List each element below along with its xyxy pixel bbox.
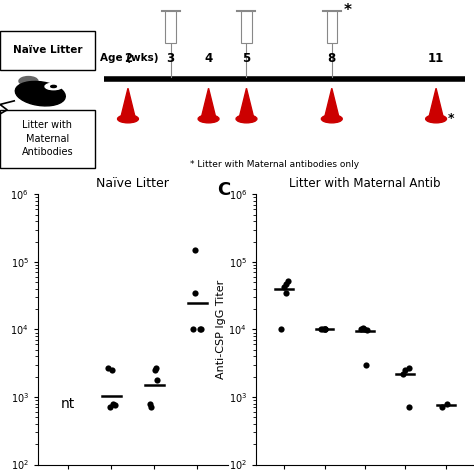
Point (443, 400, 450, 407)
Polygon shape (239, 88, 254, 117)
Point (111, 401, 119, 409)
Point (198, 325, 205, 333)
Text: 4: 4 (204, 52, 213, 65)
Point (321, 326, 328, 333)
Text: Litter with
Maternal
Antibodies: Litter with Maternal Antibodies (22, 120, 73, 157)
Text: *: * (448, 112, 455, 126)
FancyBboxPatch shape (0, 110, 95, 167)
Point (104, 364, 112, 372)
Point (108, 366, 116, 374)
Point (359, 324, 367, 332)
Circle shape (198, 115, 219, 123)
Text: 3: 3 (166, 52, 175, 65)
Point (191, 289, 199, 296)
Text: Naïve Litter: Naïve Litter (13, 46, 82, 55)
Point (401, 366, 409, 374)
Title: Naïve Litter: Naïve Litter (96, 177, 169, 191)
Point (191, 246, 199, 254)
Text: *: * (344, 3, 352, 18)
Circle shape (321, 115, 342, 123)
Point (360, 325, 368, 333)
Polygon shape (201, 88, 216, 117)
Point (321, 325, 328, 332)
Polygon shape (121, 88, 135, 117)
Point (363, 361, 370, 369)
Title: Litter with Maternal Antib: Litter with Maternal Antib (289, 177, 441, 191)
Point (146, 400, 154, 407)
Point (190, 326, 197, 333)
Polygon shape (325, 88, 339, 117)
Point (438, 404, 446, 411)
Y-axis label: Anti-CSP IgG Titer: Anti-CSP IgG Titer (216, 280, 226, 379)
Point (318, 325, 325, 333)
Text: * Litter with Maternal antibodies only: * Litter with Maternal antibodies only (190, 160, 359, 169)
Point (152, 364, 160, 372)
FancyBboxPatch shape (165, 11, 176, 43)
Point (405, 404, 412, 411)
Point (364, 326, 371, 334)
Point (283, 289, 290, 296)
FancyBboxPatch shape (0, 31, 95, 70)
Text: nt: nt (61, 397, 75, 410)
Circle shape (236, 115, 257, 123)
Polygon shape (429, 88, 443, 117)
Text: Age (wks): Age (wks) (100, 53, 158, 63)
Point (196, 325, 204, 333)
Point (106, 404, 114, 411)
Text: 11: 11 (428, 52, 444, 65)
Point (109, 400, 117, 407)
Point (358, 325, 365, 333)
Circle shape (51, 85, 56, 88)
Point (154, 376, 161, 383)
Ellipse shape (15, 82, 65, 106)
Text: 8: 8 (328, 52, 336, 65)
Point (280, 283, 288, 291)
Point (321, 326, 328, 333)
Text: C: C (217, 181, 230, 199)
Point (282, 280, 290, 288)
Ellipse shape (19, 77, 38, 86)
Circle shape (45, 83, 62, 90)
Point (277, 326, 284, 333)
Point (151, 366, 159, 374)
Point (319, 325, 327, 333)
Point (405, 364, 413, 372)
Circle shape (118, 115, 138, 123)
Text: 5: 5 (242, 52, 251, 65)
FancyBboxPatch shape (327, 11, 337, 43)
Circle shape (426, 115, 447, 123)
Point (147, 404, 155, 411)
Point (284, 277, 292, 285)
Point (399, 370, 407, 378)
Text: 2: 2 (124, 52, 132, 65)
FancyBboxPatch shape (241, 11, 252, 43)
